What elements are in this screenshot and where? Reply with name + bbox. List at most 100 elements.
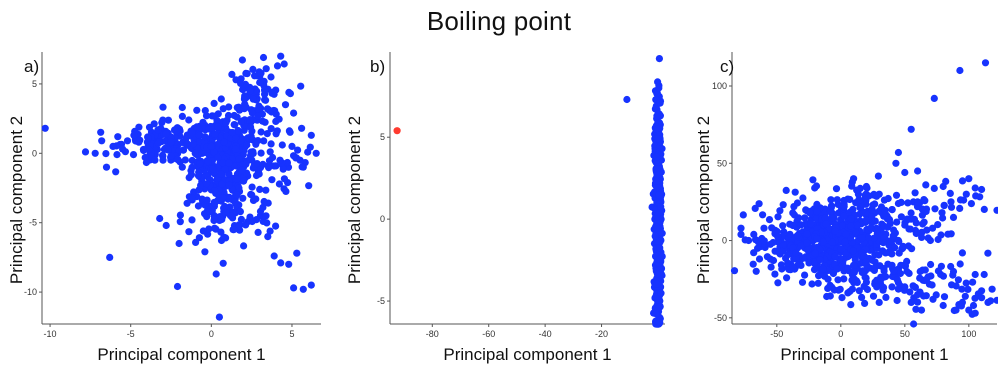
data-point bbox=[907, 215, 915, 223]
data-point bbox=[833, 265, 841, 273]
data-point bbox=[949, 267, 958, 276]
data-point bbox=[801, 214, 809, 222]
data-point bbox=[265, 106, 273, 114]
data-point bbox=[937, 270, 945, 279]
data-point bbox=[880, 265, 888, 273]
data-point bbox=[890, 267, 898, 275]
data-point bbox=[819, 265, 827, 273]
data-point bbox=[930, 94, 938, 102]
data-point bbox=[799, 194, 807, 202]
data-point bbox=[803, 230, 811, 238]
data-point bbox=[212, 270, 220, 278]
data-point bbox=[789, 209, 797, 217]
data-point bbox=[858, 293, 866, 301]
data-point bbox=[813, 234, 821, 243]
data-point bbox=[852, 229, 860, 237]
y-axis-label: Principal component 2 bbox=[345, 116, 364, 284]
data-point bbox=[185, 228, 193, 236]
data-point bbox=[159, 156, 167, 164]
data-point bbox=[811, 184, 819, 192]
data-point bbox=[844, 264, 852, 272]
data-point bbox=[892, 191, 901, 199]
data-point bbox=[259, 203, 267, 211]
y-tick-label: -5 bbox=[29, 218, 37, 228]
data-point bbox=[846, 195, 854, 204]
data-point bbox=[232, 134, 240, 142]
data-point bbox=[272, 117, 280, 125]
data-point bbox=[967, 200, 975, 208]
data-point bbox=[912, 305, 920, 313]
data-point bbox=[280, 185, 288, 193]
data-point bbox=[307, 131, 315, 139]
data-point bbox=[140, 146, 148, 155]
data-point bbox=[838, 294, 846, 302]
data-point bbox=[253, 87, 261, 95]
y-tick-label: -10 bbox=[24, 287, 37, 297]
x-tick-label: -5 bbox=[127, 329, 135, 339]
data-point bbox=[790, 203, 798, 211]
data-point bbox=[183, 140, 191, 148]
data-point bbox=[791, 188, 799, 196]
data-point bbox=[858, 234, 866, 242]
panel-letter: a) bbox=[24, 57, 39, 76]
data-point bbox=[652, 310, 660, 318]
data-point bbox=[897, 213, 905, 221]
data-point bbox=[114, 133, 122, 141]
data-point bbox=[755, 200, 763, 208]
data-point bbox=[803, 239, 811, 247]
data-point bbox=[655, 255, 663, 263]
data-point bbox=[221, 165, 229, 173]
data-point bbox=[946, 189, 954, 197]
data-point bbox=[808, 280, 816, 288]
y-axis-label: Principal component 2 bbox=[7, 116, 26, 284]
scatter-plot-c: -50 0 50 100 -50 0 50 100 Principal component 1 P… bbox=[694, 52, 998, 364]
data-point bbox=[233, 175, 241, 183]
data-point bbox=[263, 130, 271, 138]
y-axis-label: Principal component 2 bbox=[694, 116, 713, 284]
data-point bbox=[871, 264, 879, 272]
data-point bbox=[653, 177, 661, 185]
data-point bbox=[225, 103, 233, 111]
data-point bbox=[749, 260, 757, 268]
data-point bbox=[792, 249, 800, 257]
data-point bbox=[172, 127, 180, 135]
data-point bbox=[759, 211, 767, 219]
data-point bbox=[654, 135, 662, 143]
data-point bbox=[203, 196, 211, 204]
data-point bbox=[954, 276, 962, 284]
data-point bbox=[836, 285, 844, 293]
data-point bbox=[188, 216, 196, 224]
data-point bbox=[102, 163, 111, 171]
data-point bbox=[235, 104, 243, 112]
data-point bbox=[231, 198, 239, 206]
data-point bbox=[240, 95, 248, 103]
data-point bbox=[914, 229, 922, 237]
data-point bbox=[113, 151, 121, 159]
data-point bbox=[210, 112, 218, 120]
data-point bbox=[246, 116, 254, 124]
x-axis-label: Principal component 1 bbox=[443, 345, 611, 364]
data-point bbox=[253, 160, 261, 168]
data-point bbox=[784, 251, 792, 259]
data-point bbox=[210, 148, 218, 156]
data-point bbox=[91, 149, 99, 157]
data-point bbox=[917, 306, 926, 314]
data-point bbox=[859, 267, 867, 275]
data-point bbox=[776, 207, 784, 215]
data-point bbox=[930, 184, 938, 192]
data-point bbox=[849, 205, 857, 213]
data-point bbox=[888, 283, 896, 291]
data-point bbox=[236, 208, 244, 216]
data-point bbox=[737, 224, 745, 232]
data-point bbox=[264, 233, 272, 241]
scatter-series bbox=[41, 52, 320, 321]
data-point bbox=[901, 283, 909, 291]
data-point bbox=[277, 259, 285, 267]
data-point bbox=[961, 292, 969, 300]
data-point bbox=[306, 143, 314, 151]
data-point bbox=[821, 214, 829, 222]
data-point bbox=[219, 194, 227, 202]
data-point bbox=[840, 202, 848, 210]
data-point bbox=[238, 56, 246, 64]
data-point bbox=[656, 303, 664, 311]
